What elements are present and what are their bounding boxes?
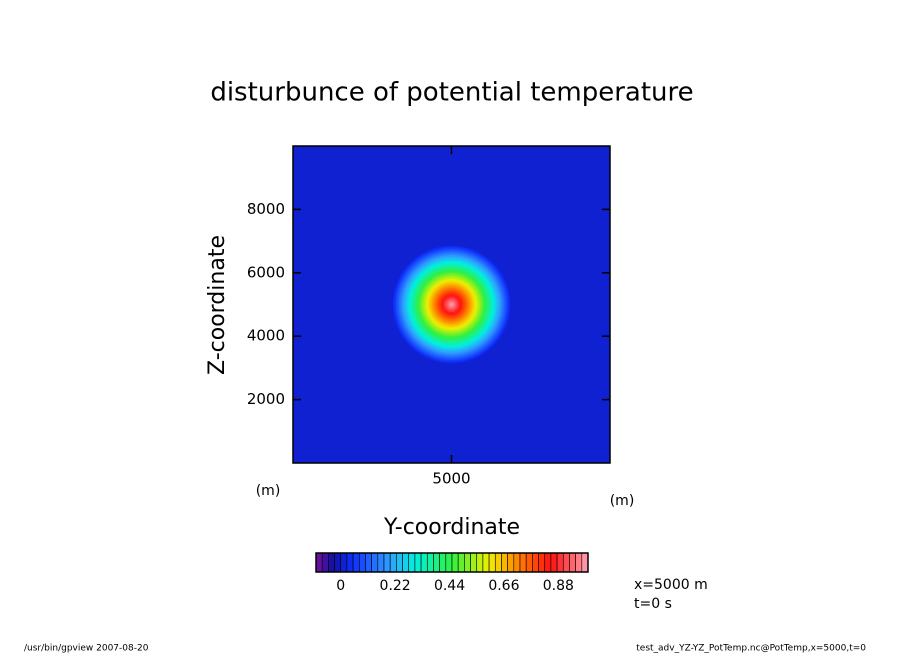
- colorbar-box: [544, 552, 552, 573]
- colorbar-box: [402, 552, 410, 573]
- colorbar-tick-label: 0.22: [380, 578, 411, 594]
- footer-right: test_adv_YZ-YZ_PotTemp.nc@PotTemp,x=5000…: [636, 644, 866, 654]
- x-unit: (m): [610, 493, 635, 509]
- y-axis-label: Z-coordinate: [205, 235, 230, 375]
- colorbar-box: [513, 552, 521, 573]
- colorbar-box: [519, 552, 527, 573]
- footer-left: /usr/bin/gpview 2007-08-20: [24, 644, 149, 654]
- colorbar-box: [445, 552, 453, 573]
- colorbar-box: [420, 552, 428, 573]
- colorbar-box: [358, 552, 366, 573]
- contour-fill: [449, 302, 454, 307]
- colorbar-box: [377, 552, 385, 573]
- colorbar-box: [389, 552, 397, 573]
- y-unit: (m): [256, 483, 281, 499]
- colorbar-box: [556, 552, 564, 573]
- colorbar-box: [525, 552, 533, 573]
- colorbar-box: [507, 552, 515, 573]
- colorbar-box: [328, 552, 335, 573]
- overlay: 5000 2000 4000 6000 8000 0 0.22 0.44 0.66 0.88: [247, 145, 611, 594]
- colorbar-box: [581, 552, 589, 573]
- colorbar-box: [433, 552, 440, 573]
- colorbar-box: [396, 552, 403, 573]
- colorbar-box: [321, 552, 329, 573]
- y-tick-label: 8000: [247, 200, 285, 218]
- x-tick-label: 5000: [432, 470, 470, 488]
- colorbar-tick-label: 0.66: [488, 578, 519, 594]
- x-axis-label: Y-coordinate: [383, 515, 520, 540]
- colorbar-box: [569, 552, 576, 573]
- colorbar-box: [414, 552, 422, 573]
- y-tick-label: 2000: [247, 390, 285, 408]
- plot-area: [293, 146, 610, 463]
- colorbar-box: [538, 552, 546, 573]
- colorbar-box: [550, 552, 558, 573]
- colorbar-tick-label: 0: [336, 578, 345, 594]
- annotation: x=5000 m: [634, 577, 708, 593]
- colorbar-box: [334, 552, 342, 573]
- colorbar-box: [476, 552, 484, 573]
- colorbar-box: [488, 552, 496, 573]
- colorbar-box: [501, 552, 508, 573]
- colorbar-box: [482, 552, 490, 573]
- colorbar-box: [470, 552, 478, 573]
- y-tick-label: 6000: [247, 263, 285, 281]
- chart-title: disturbunce of potential temperature: [210, 78, 693, 108]
- colorbar-box: [426, 552, 434, 573]
- colorbar-frame: [315, 552, 589, 573]
- colorbar-box: [464, 552, 471, 573]
- colorbar-box: [451, 552, 459, 573]
- colorbar-tick-label: 0.88: [543, 578, 574, 594]
- colorbar-box: [346, 552, 354, 573]
- colorbar-box: [315, 552, 323, 573]
- colorbar-box: [439, 552, 447, 573]
- y-tick-label: 4000: [247, 327, 285, 345]
- colorbar-box: [408, 552, 416, 573]
- colorbar-box: [365, 552, 372, 573]
- colorbar-tick-label: 0.44: [434, 578, 465, 594]
- annotation: t=0 s: [634, 596, 672, 612]
- colorbar-box: [532, 552, 539, 573]
- colorbar-box: [383, 552, 391, 573]
- colorbar-box: [371, 552, 379, 573]
- colorbar-box: [562, 552, 570, 573]
- colorbar-box: [575, 552, 583, 573]
- colorbar-box: [340, 552, 348, 573]
- colorbar-box: [494, 552, 502, 573]
- colorbar-box: [457, 552, 465, 573]
- colorbar-box: [352, 552, 360, 573]
